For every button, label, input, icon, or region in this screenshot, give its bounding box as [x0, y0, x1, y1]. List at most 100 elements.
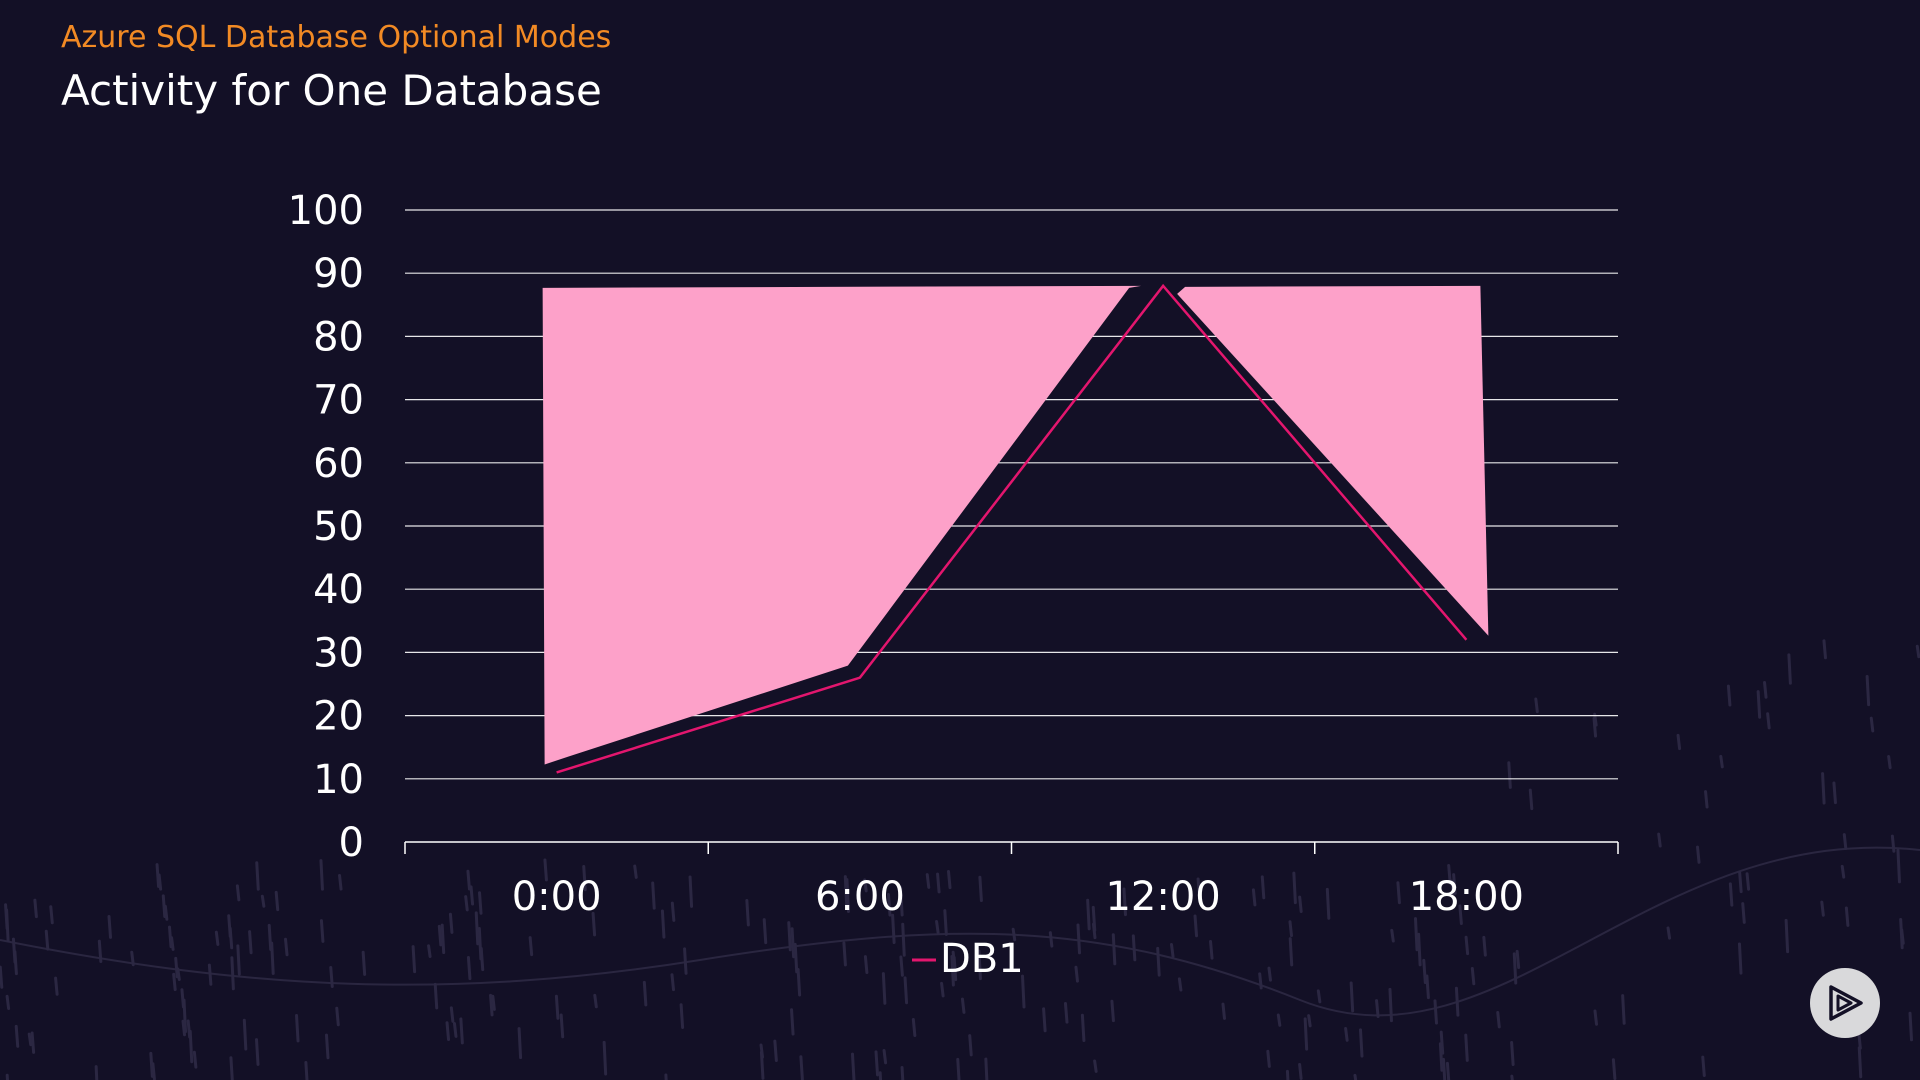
background-dash — [517, 1027, 523, 1060]
background-dash — [874, 1050, 880, 1077]
background-dash — [1915, 644, 1920, 659]
background-dash — [163, 904, 169, 921]
background-dash — [452, 1021, 458, 1038]
background-dash — [459, 1017, 464, 1045]
background-dash — [1076, 923, 1081, 955]
background-dash — [1611, 1058, 1617, 1080]
background-dash — [329, 966, 334, 989]
background-dash — [27, 1032, 33, 1047]
background-dash — [762, 918, 768, 945]
background-dash — [1156, 946, 1161, 977]
background-dash — [787, 921, 792, 952]
background-dash — [1433, 999, 1438, 1025]
background-dash — [284, 937, 289, 957]
background-dash — [1267, 966, 1272, 982]
background-dash — [1510, 1074, 1514, 1080]
background-dash — [903, 976, 909, 1005]
background-dash — [796, 967, 802, 997]
background-dash — [1447, 863, 1452, 885]
background-dash — [1857, 1031, 1862, 1050]
background-dash — [1890, 834, 1896, 853]
background-dash — [1021, 974, 1026, 1009]
background-dash — [1820, 900, 1825, 917]
background-dash — [230, 956, 235, 991]
background-dash — [440, 923, 446, 955]
y-tick-label: 90 — [313, 251, 364, 297]
background-dash — [466, 869, 471, 891]
background-dash — [1375, 999, 1380, 1019]
background-dash — [1413, 917, 1419, 952]
background-dash — [543, 858, 548, 882]
background-dash — [956, 1057, 961, 1080]
background-dash — [899, 955, 904, 977]
background-dash — [1745, 872, 1751, 891]
background-dash — [1464, 1033, 1469, 1062]
background-dash — [157, 873, 163, 891]
background-dash — [13, 950, 18, 976]
background-dash — [940, 981, 945, 998]
background-dash — [642, 980, 648, 1007]
background-dash — [411, 945, 417, 974]
background-dash — [528, 936, 534, 957]
background-dash — [491, 994, 496, 1011]
background-dash — [1900, 928, 1905, 945]
background-dash — [97, 939, 103, 963]
background-dash — [582, 864, 587, 892]
background-dash — [863, 955, 869, 974]
background-dash — [1784, 918, 1790, 954]
background-dash — [1787, 653, 1792, 685]
background-dash — [94, 1065, 99, 1080]
background-dash — [1496, 1010, 1501, 1029]
background-dash — [1358, 1028, 1364, 1058]
background-dash — [338, 874, 343, 891]
background-dash — [448, 912, 454, 934]
background-dash — [433, 982, 439, 1010]
background-dash — [449, 1006, 455, 1023]
background-dash — [1821, 772, 1826, 805]
background-dash — [1832, 781, 1837, 805]
background-dash — [900, 1065, 905, 1080]
background-dash — [1325, 887, 1331, 920]
background-dash — [255, 1038, 260, 1066]
background-dash — [1822, 639, 1827, 660]
background-dash — [1450, 879, 1455, 900]
background-dash — [1298, 1062, 1303, 1080]
background-dash — [1086, 898, 1091, 931]
background-dash — [799, 1055, 804, 1080]
y-tick-label: 50 — [313, 504, 364, 550]
background-dash — [1316, 989, 1322, 1004]
background-dash — [1869, 716, 1875, 733]
background-dash — [1719, 754, 1724, 769]
background-dash — [1438, 1042, 1444, 1072]
background-dash — [1534, 697, 1539, 714]
background-dash — [1177, 977, 1183, 992]
background-dash — [1110, 999, 1115, 1023]
background-dash — [437, 924, 443, 947]
background-dash — [267, 923, 273, 951]
background-dash — [1042, 1007, 1047, 1033]
background-dash — [182, 998, 188, 1034]
background-dash — [464, 895, 469, 912]
pluralsight-logo-button[interactable] — [1810, 968, 1880, 1038]
background-dash — [593, 993, 598, 1009]
background-dash — [633, 864, 638, 879]
background-dash — [679, 1003, 685, 1029]
background-dash — [474, 911, 480, 946]
background-dash — [235, 884, 241, 902]
background-dash — [1288, 920, 1293, 938]
background-dash — [670, 901, 676, 922]
background-dash — [1737, 942, 1743, 975]
background-dash — [1091, 922, 1097, 940]
background-dash — [1454, 986, 1460, 1017]
background-dash — [1344, 1026, 1349, 1042]
background-dash — [745, 898, 750, 927]
background-dash — [54, 976, 59, 996]
background-dash — [228, 926, 234, 950]
background-dash — [469, 885, 475, 906]
background-dash — [172, 972, 177, 992]
background-dash — [1170, 943, 1175, 958]
background-dash — [0, 965, 4, 989]
highlight-area-left — [542, 285, 1142, 765]
background-dash — [554, 994, 560, 1020]
background-dash — [324, 1033, 330, 1060]
